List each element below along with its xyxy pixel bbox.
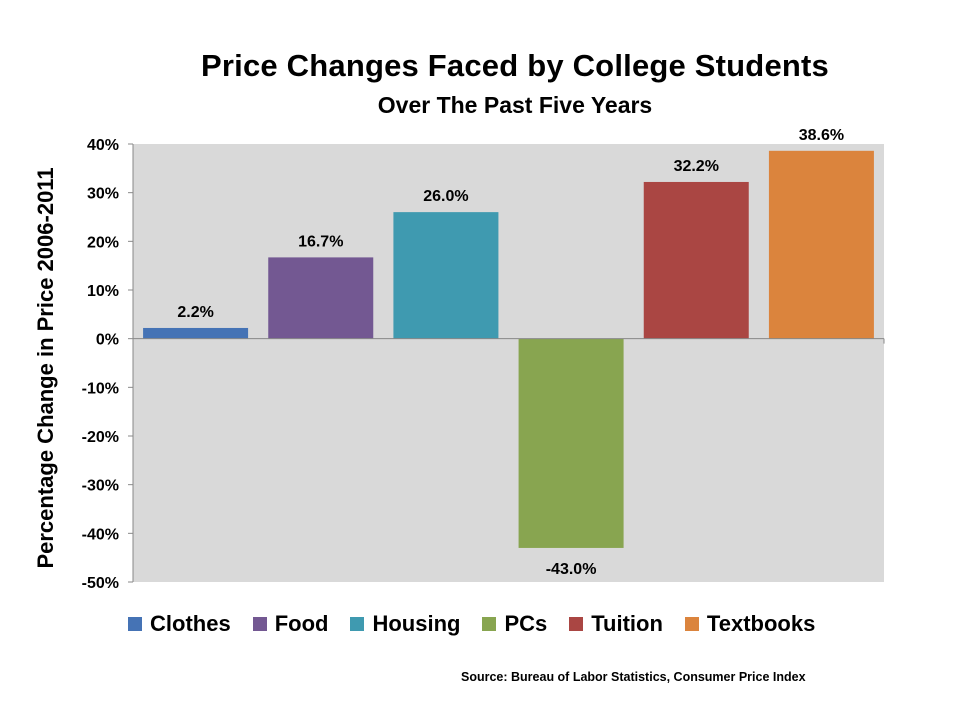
legend-label: Housing bbox=[372, 611, 461, 636]
chart-subtitle: Over The Past Five Years bbox=[377, 92, 653, 118]
y-tick-label: 0% bbox=[96, 332, 119, 349]
bar-pcs bbox=[518, 338, 624, 548]
y-tick-label: 40% bbox=[87, 137, 119, 154]
data-label-tuition: 32.2% bbox=[674, 158, 719, 175]
data-label-pcs: -43.0% bbox=[546, 561, 597, 578]
chart-legend: Clothes Food Housing PCs Tuition Textbooks bbox=[128, 608, 888, 640]
y-axis-title: Percentage Change in Price 2006-2011 bbox=[33, 167, 58, 568]
y-tick-label: -50% bbox=[82, 575, 119, 592]
legend-label: Food bbox=[274, 611, 329, 636]
y-tick-label: 10% bbox=[87, 283, 119, 300]
data-label-housing: 26.0% bbox=[423, 188, 468, 205]
data-label-clothes: 2.2% bbox=[177, 304, 213, 321]
legend-item-food: Food bbox=[252, 611, 329, 637]
y-tick-label: -30% bbox=[82, 478, 119, 495]
source-note: Source: Bureau of Labor Statistics, Cons… bbox=[461, 670, 806, 684]
chart-title: Price Changes Faced by College Students bbox=[201, 48, 829, 83]
legend-swatch bbox=[684, 617, 699, 631]
bar-clothes bbox=[143, 327, 249, 339]
legend-label: Clothes bbox=[150, 611, 231, 636]
bar-textbooks bbox=[768, 150, 874, 339]
legend-swatch bbox=[482, 617, 497, 631]
legend-item-pcs: PCs bbox=[482, 611, 547, 637]
bar-tuition bbox=[643, 181, 749, 339]
y-tick-label: -10% bbox=[82, 380, 119, 397]
legend-item-clothes: Clothes bbox=[128, 611, 231, 637]
legend-item-housing: Housing bbox=[350, 611, 460, 637]
plot-area bbox=[133, 144, 884, 582]
legend-label: Tuition bbox=[591, 611, 663, 636]
legend-item-textbooks: Textbooks bbox=[684, 611, 816, 637]
bar-housing bbox=[393, 212, 499, 339]
y-tick-label: 20% bbox=[87, 234, 119, 251]
y-tick-label: -20% bbox=[82, 429, 119, 446]
data-label-textbooks: 38.6% bbox=[799, 127, 844, 144]
legend-label: Textbooks bbox=[706, 611, 816, 636]
data-label-food: 16.7% bbox=[298, 233, 343, 250]
legend-swatch bbox=[350, 617, 365, 631]
legend-item-tuition: Tuition bbox=[569, 611, 663, 637]
legend-label: PCs bbox=[504, 611, 548, 636]
legend-swatch bbox=[252, 617, 267, 631]
legend-swatch bbox=[128, 617, 142, 631]
y-tick-label: 30% bbox=[87, 186, 119, 203]
y-tick-label: -40% bbox=[82, 526, 119, 543]
legend-swatch bbox=[569, 617, 584, 631]
bar-food bbox=[268, 257, 374, 339]
